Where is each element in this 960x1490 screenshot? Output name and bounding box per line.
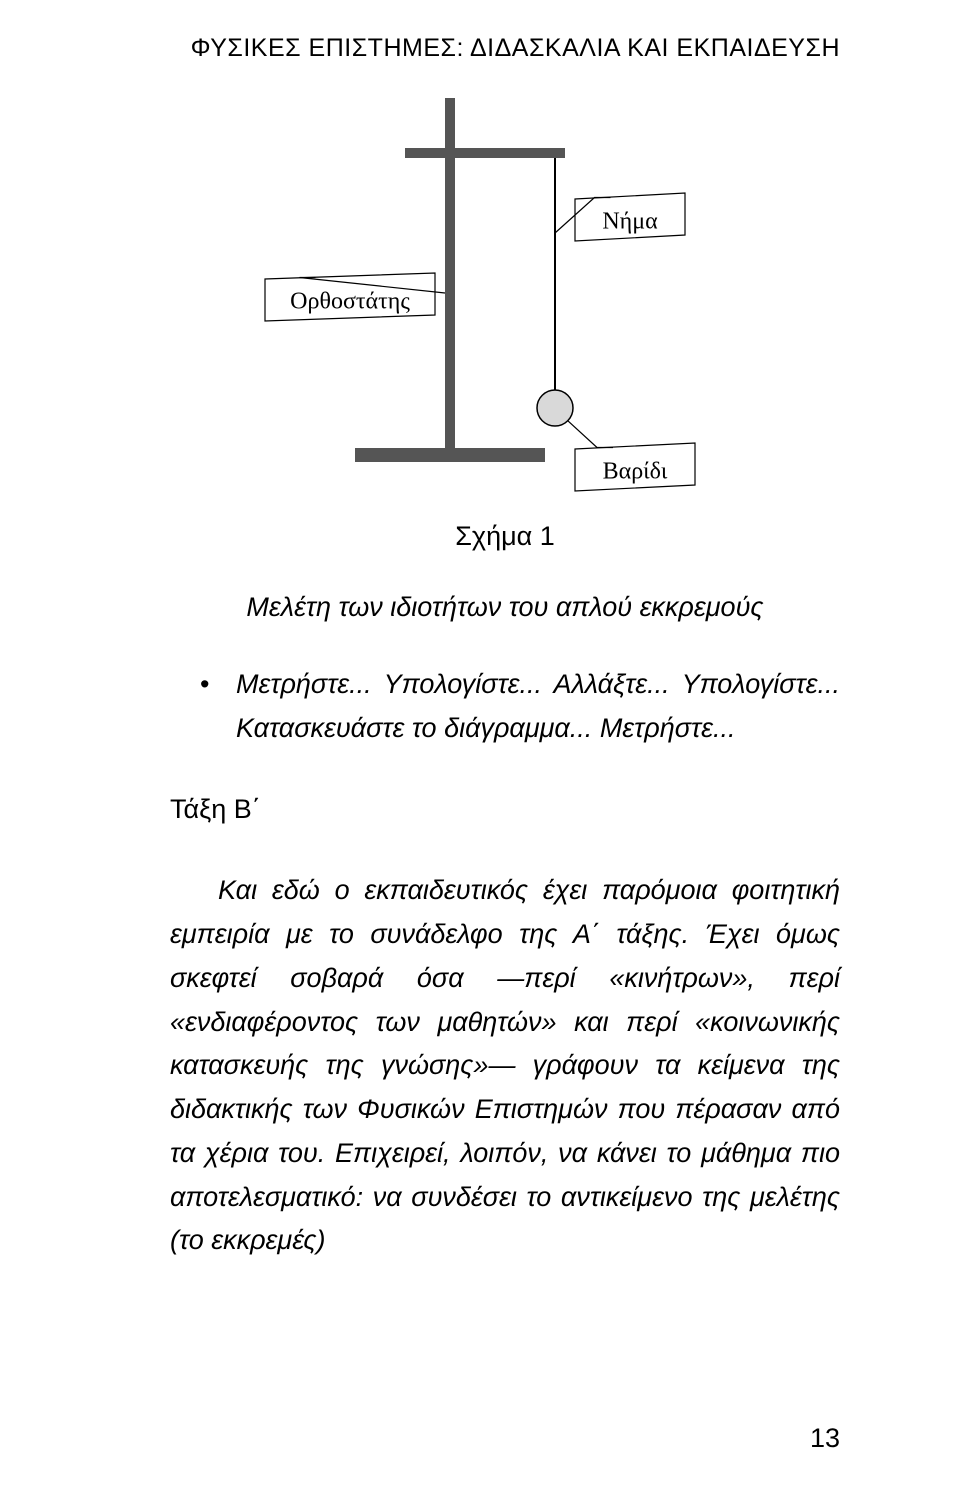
svg-text:Ορθοστάτης: Ορθοστάτης [290,288,410,314]
bullet-list: • Μετρήστε... Υπολογίστε... Αλλάξτε... Υ… [200,663,840,750]
body-paragraph: Και εδώ ο εκπαιδευτικός έχει παρόμοια φο… [170,869,840,1263]
svg-text:Βαρίδι: Βαρίδι [603,458,668,484]
list-item: • Μετρήστε... Υπολογίστε... Αλλάξτε... Υ… [200,663,840,750]
pendulum-diagram: Νήμα Ορθοστάτης Βαρίδι [255,93,755,503]
page: ΦΥΣΙΚΕΣ ΕΠΙΣΤΗΜΕΣ: ΔΙΔΑΣΚΑΛΙΑ ΚΑΙ ΕΚΠΑΙΔ… [0,0,960,1490]
diagram-container: Νήμα Ορθοστάτης Βαρίδι [170,93,840,503]
pendulum-svg: Νήμα Ορθοστάτης Βαρίδι [255,93,755,503]
bullet-dot-icon: • [200,663,236,750]
svg-text:Νήμα: Νήμα [602,208,658,234]
page-header: ΦΥΣΙΚΕΣ ΕΠΙΣΤΗΜΕΣ: ΔΙΔΑΣΚΑΛΙΑ ΚΑΙ ΕΚΠΑΙΔ… [170,34,840,63]
section-label: Τάξη Β΄ [170,794,840,825]
bullet-text: Μετρήστε... Υπολογίστε... Αλλάξτε... Υπο… [236,663,840,750]
page-number: 13 [810,1423,840,1454]
figure-subtitle: Μελέτη των ιδιοτήτων του απλού εκκρεμούς [170,592,840,623]
figure-caption: Σχήμα 1 [170,521,840,552]
